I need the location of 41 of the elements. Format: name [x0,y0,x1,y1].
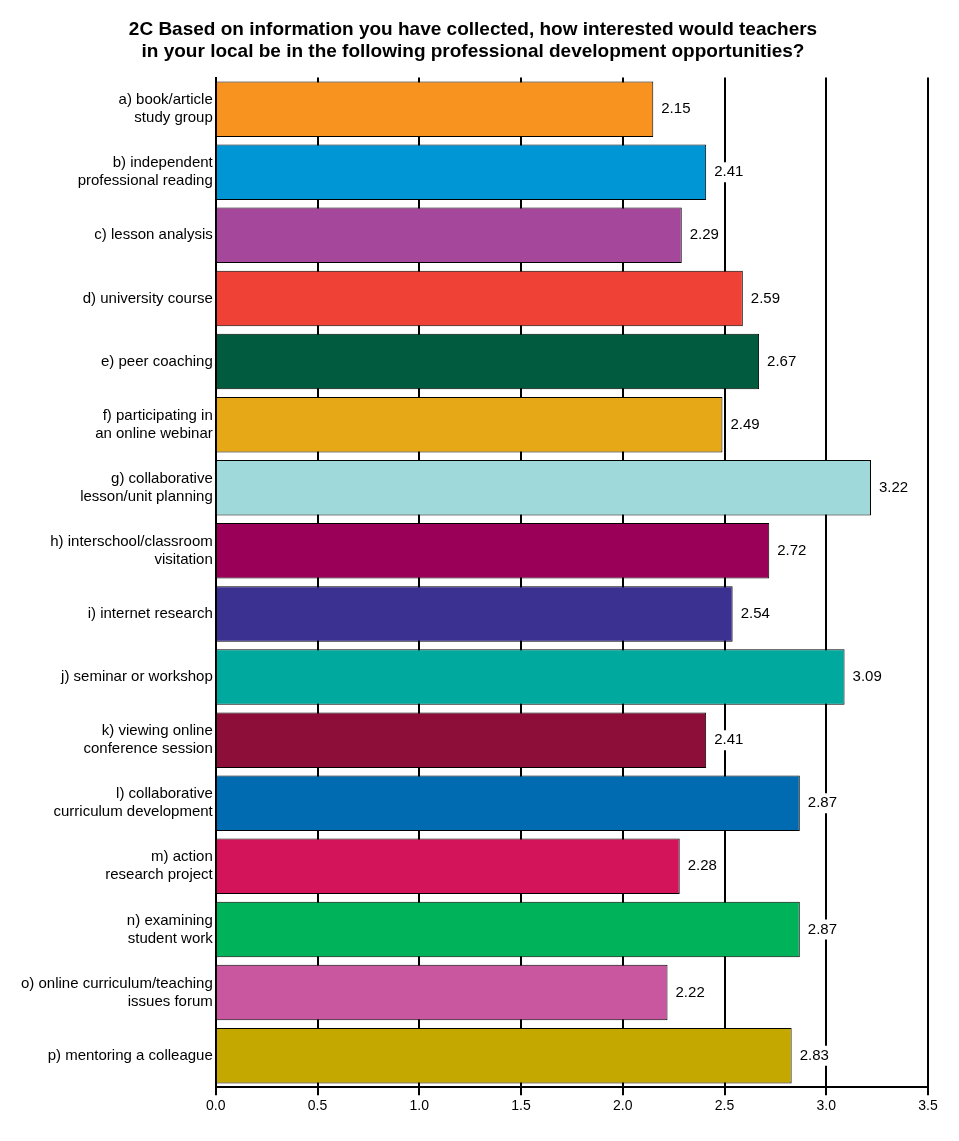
data-label: 2.29 [689,225,719,243]
data-label: 2.72 [777,540,807,558]
y-tick-label: g) collaborative lesson/unit planning [80,468,213,504]
x-tick-label: 1.5 [511,1097,531,1114]
y-tick-label: i) internet research [87,604,213,622]
data-label: 2.28 [687,856,717,874]
data-label: 2.54 [740,604,770,622]
x-tick-label: 1.0 [409,1097,430,1114]
y-tick-label: h) interschool/classroom visitation [50,531,213,567]
y-tick-label: o) online curriculum/teaching issues forum [21,973,213,1009]
x-tick-label: 2.5 [714,1097,735,1114]
data-label: 2.41 [714,162,744,180]
y-tick-label: l) collaborative curriculum development [53,784,214,820]
y-tick-label: a) book/article study group [118,90,213,126]
data-label: 2.22 [675,982,705,1000]
data-label: 2.67 [767,351,797,369]
x-tick-label: 0.0 [206,1097,226,1114]
y-tick-label: n) examining student work [126,910,214,946]
y-tick-label: f) participating in an online webinar [95,405,213,441]
y-tick-label: b) independent professional reading [77,153,214,189]
data-label: 3.09 [852,667,882,685]
data-label: 2.49 [730,414,760,432]
data-label: 3.22 [879,477,909,495]
data-label: 2.87 [807,793,837,811]
y-tick-label: c) lesson analysis [94,225,213,243]
y-tick-label: j) seminar or workshop [60,667,213,685]
data-label: 2.87 [807,919,837,937]
chart-title: 2C Based on information you have collected, how interested would teachers in your local be in the following professional development opportunities? [128,17,818,62]
x-tick-label: 2.0 [613,1097,633,1114]
data-label: 2.41 [714,730,744,748]
y-tick-label: e) peer coaching [101,351,213,369]
y-tick-label: d) university course [82,288,213,306]
x-tick-label: 0.5 [307,1097,328,1114]
data-label: 2.59 [750,288,781,306]
y-tick-label: k) viewing online conference session [83,721,213,757]
y-tick-label: p) mentoring a colleague [47,1045,213,1063]
x-tick-label: 3.0 [816,1097,837,1114]
data-label: 2.15 [661,99,691,117]
x-tick-label: 3.5 [918,1097,938,1114]
y-tick-label: m) action research project [105,847,214,883]
data-label: 2.83 [799,1045,829,1063]
